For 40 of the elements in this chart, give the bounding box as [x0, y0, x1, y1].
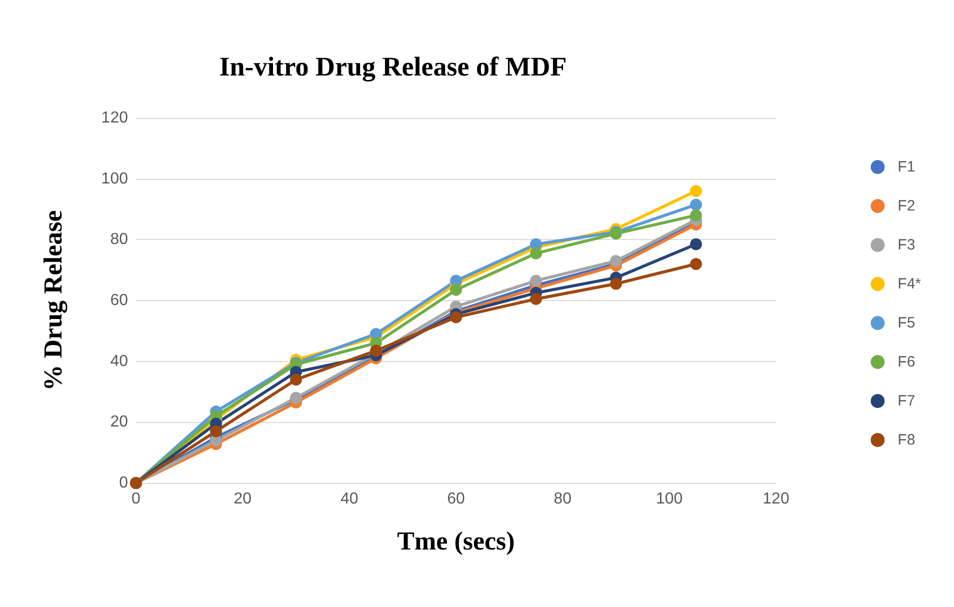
- point: [690, 209, 702, 222]
- y-tick-label: 120: [101, 110, 128, 126]
- y-tick-label: 40: [110, 352, 128, 370]
- point: [690, 198, 702, 211]
- point: [530, 247, 542, 260]
- x-tick-label: 80: [554, 490, 572, 508]
- legend-label: F7: [898, 392, 916, 410]
- y-tick-label: 20: [110, 414, 128, 431]
- x-tick-label: 60: [447, 490, 465, 508]
- y-tick-label: 100: [101, 170, 128, 188]
- point: [690, 185, 702, 197]
- point: [210, 425, 222, 438]
- x-tick-label: 20: [234, 490, 252, 508]
- x-tick-label: 40: [340, 490, 358, 508]
- x-axis-title: Tme (secs): [397, 526, 515, 556]
- point: [610, 254, 622, 267]
- x-tick-label: 120: [762, 490, 790, 508]
- y-axis-title: % Drug Release: [38, 210, 68, 391]
- y-tick-label: 0: [119, 474, 128, 492]
- legend-label: F4*: [898, 276, 922, 292]
- legend-label: F6: [898, 354, 916, 370]
- point: [530, 274, 542, 287]
- y-tick-label: 60: [110, 292, 128, 309]
- point: [450, 284, 462, 296]
- point: [290, 374, 302, 386]
- x-tick-label: 100: [656, 490, 683, 508]
- x-tick-label: 0: [132, 490, 141, 508]
- point: [690, 238, 702, 250]
- point: [690, 258, 702, 270]
- point: [370, 344, 382, 357]
- legend-label: F5: [898, 314, 916, 332]
- legend-label: F3: [898, 236, 916, 254]
- y-tick-label: 80: [110, 231, 128, 248]
- point: [530, 292, 542, 305]
- legend-label: F1: [898, 158, 916, 176]
- point: [610, 278, 622, 290]
- legend-label: F8: [898, 432, 916, 448]
- chart-title: In-vitro Drug Release of MDF: [219, 52, 567, 82]
- point: [450, 311, 462, 324]
- legend-label: F2: [898, 198, 916, 214]
